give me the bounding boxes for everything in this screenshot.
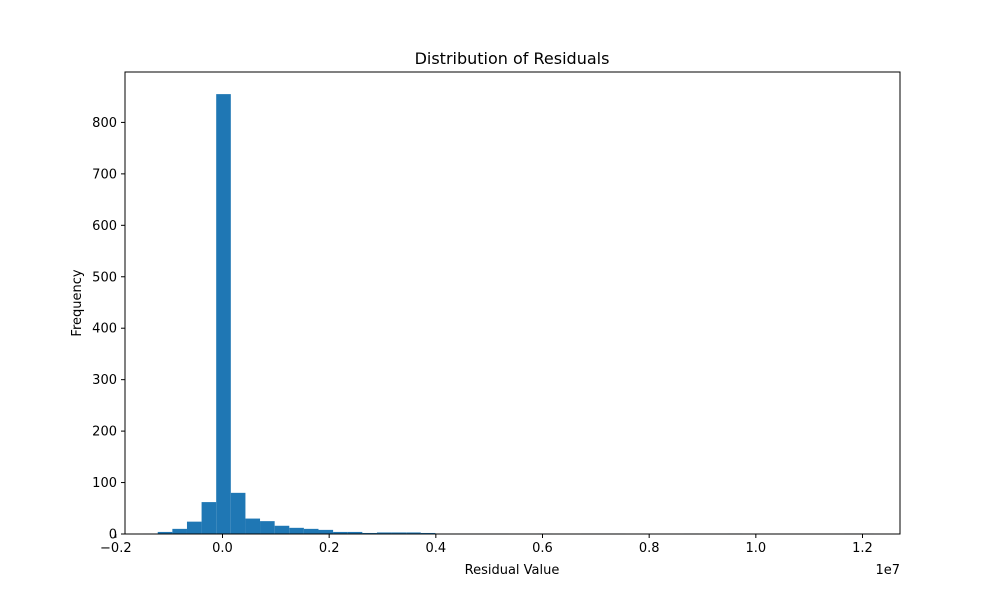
histogram-bar — [347, 531, 363, 534]
x-tick-label: 0.0 — [212, 541, 233, 556]
y-axis-label: Frequency — [70, 269, 85, 336]
y-tick-label: 300 — [92, 373, 117, 388]
y-axis-ticks: 0 100 200 300 400 500 600 700 800 — [92, 116, 125, 543]
y-tick-label: 600 — [92, 219, 117, 234]
y-tick-label: 200 — [92, 425, 117, 440]
x-axis-offset-label: 1e7 — [875, 563, 900, 578]
histogram-bar — [274, 525, 290, 534]
histogram-bar — [157, 531, 173, 534]
histogram-bar — [362, 532, 377, 534]
x-tick-label: −0.2 — [100, 541, 132, 556]
x-tick-label: 1.2 — [852, 541, 873, 556]
x-tick-label: 1.0 — [745, 541, 766, 556]
x-axis-label: Residual Value — [465, 563, 560, 578]
y-tick-label: 800 — [92, 116, 117, 131]
histogram-bar — [245, 518, 261, 534]
histogram-bar — [420, 532, 436, 534]
y-tick-label: 700 — [92, 167, 117, 182]
x-tick-label: 0.6 — [532, 541, 553, 556]
histogram-bar — [216, 94, 231, 535]
histogram-bar — [406, 532, 421, 534]
histogram-bar — [391, 532, 407, 534]
histogram-bar — [289, 527, 304, 534]
histogram-bar — [172, 528, 187, 534]
histogram-bar — [318, 529, 334, 534]
histogram-bar — [260, 521, 275, 534]
plot-frame — [124, 71, 901, 535]
histogram-bar — [201, 502, 217, 534]
histogram-bar — [376, 532, 392, 534]
y-tick-label: 100 — [92, 476, 117, 491]
y-tick-label: 400 — [92, 322, 117, 337]
histogram-bar — [230, 492, 246, 534]
chart-title: Distribution of Residuals — [415, 49, 610, 68]
x-tick-label: 0.4 — [425, 541, 446, 556]
histogram-bar — [333, 531, 348, 534]
histogram-bar — [186, 521, 202, 534]
x-tick-label: 0.8 — [639, 541, 660, 556]
histogram-bar — [303, 528, 319, 534]
x-tick-label: 0.2 — [319, 541, 340, 556]
y-tick-label: 0 — [109, 528, 117, 543]
x-axis-ticks: −0.2 0.0 0.2 0.4 0.6 0.8 1.0 1.2 — [100, 534, 873, 556]
histogram-bars — [143, 94, 874, 535]
y-tick-label: 500 — [92, 270, 117, 285]
